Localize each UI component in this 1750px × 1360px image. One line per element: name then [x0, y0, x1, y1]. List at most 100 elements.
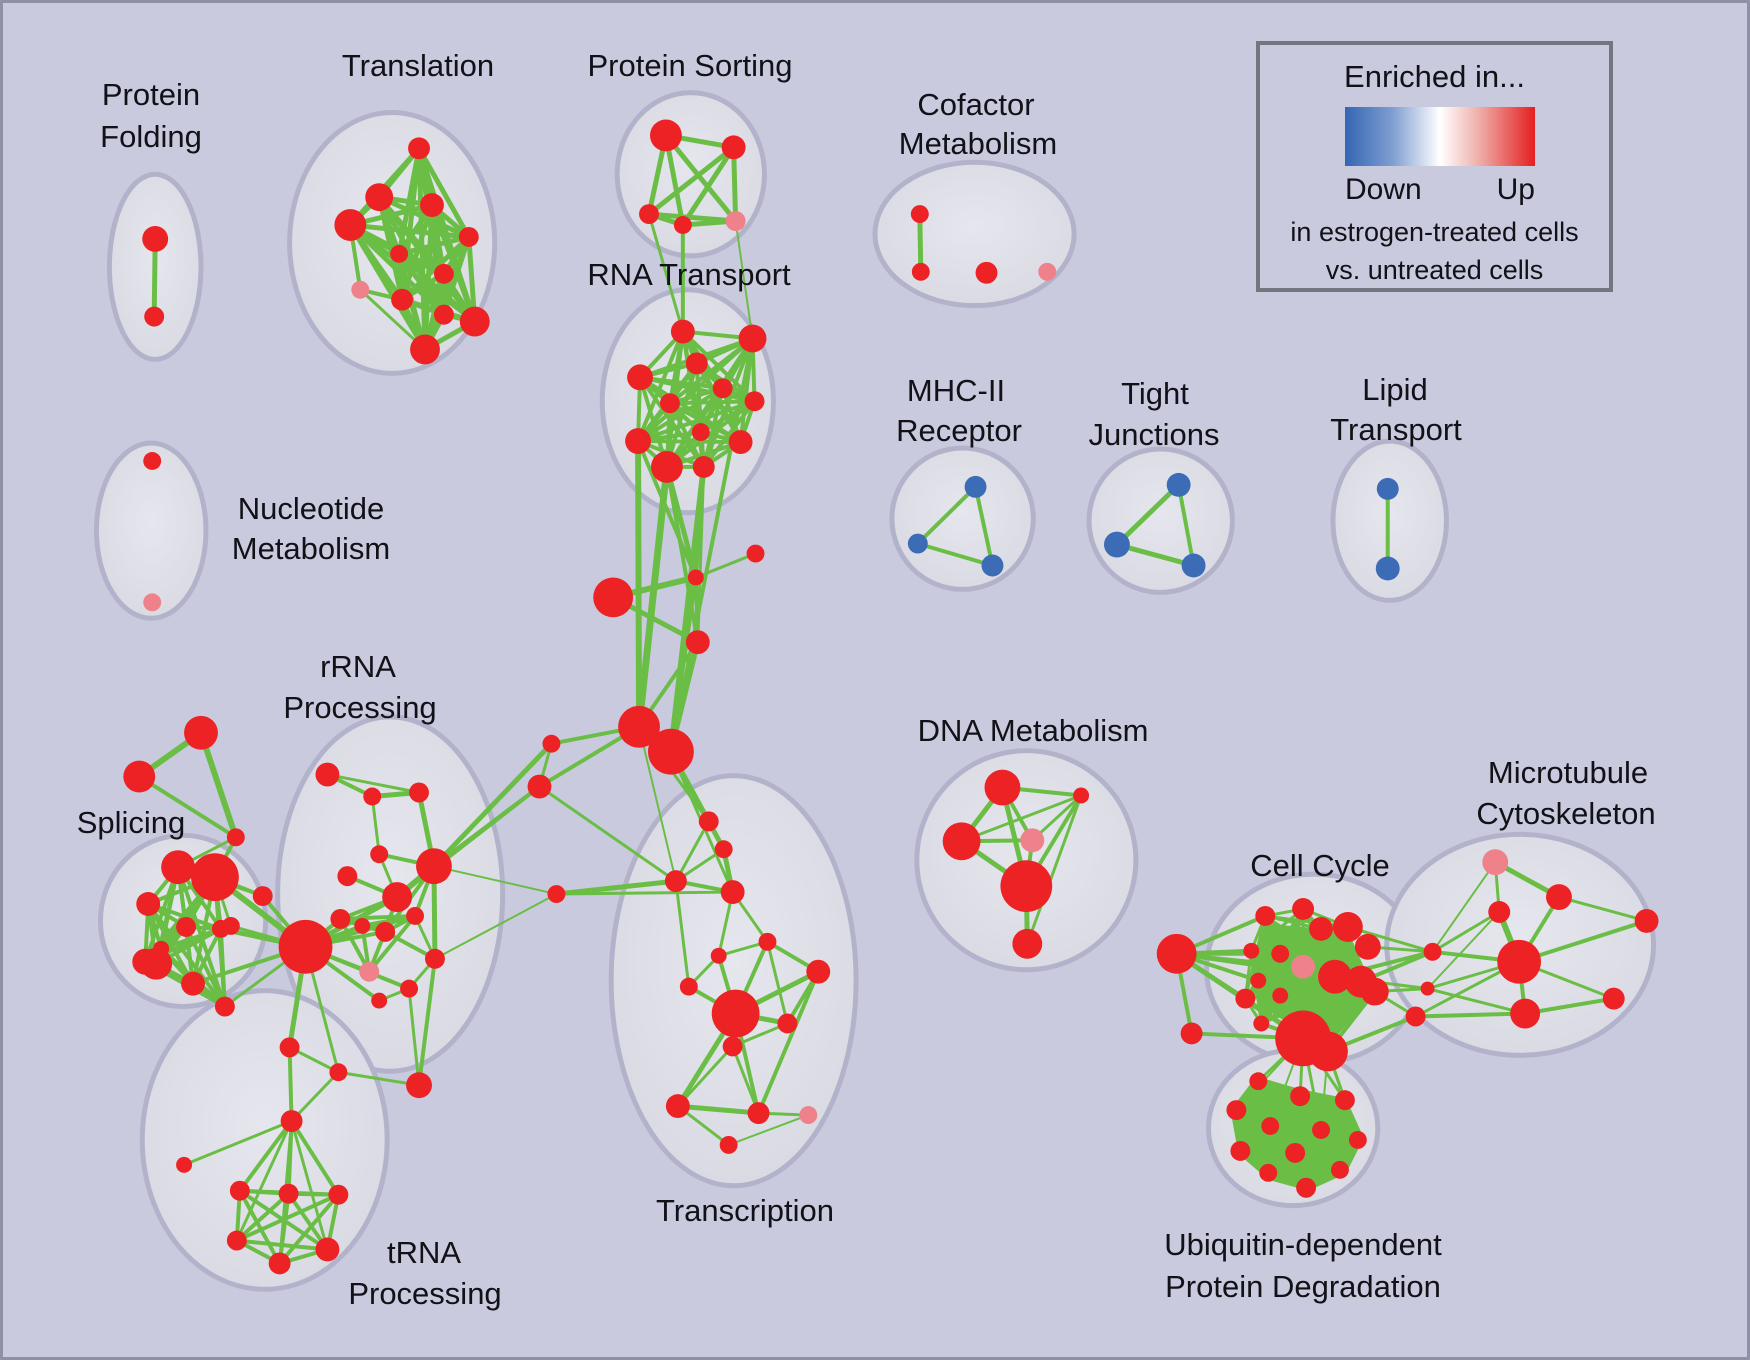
enrichment-edge	[637, 399, 756, 443]
gene-set-node	[1000, 860, 1053, 912]
gene-set-node	[279, 1037, 300, 1058]
cluster-label: Nucleotide	[237, 491, 385, 526]
gene-set-node	[547, 885, 566, 904]
gene-set-node	[328, 1184, 349, 1205]
cluster-ellipse-tight-junctions	[1086, 446, 1235, 595]
enrichment-edge	[973, 486, 995, 566]
gene-set-node	[424, 948, 445, 969]
network-canvas	[93, 90, 1659, 1292]
gene-set-node	[911, 262, 930, 281]
enrichment-edge	[1431, 861, 1497, 953]
enrichment-edge	[238, 1119, 294, 1192]
gene-set-node	[942, 822, 981, 861]
gene-set-node	[390, 244, 409, 263]
gene-set-node	[712, 378, 733, 399]
cluster-label: rRNA	[320, 649, 396, 684]
gene-set-node	[649, 119, 682, 152]
enrichment-edge	[138, 774, 237, 839]
gene-set-node	[593, 577, 634, 618]
gene-set-node	[758, 932, 777, 951]
gene-set-node	[226, 1230, 247, 1251]
legend-down-label: Down	[1345, 173, 1422, 206]
enrichment-edge	[961, 794, 1082, 843]
gene-set-node	[1249, 1072, 1268, 1091]
gene-set-node	[1318, 959, 1352, 994]
enrichment-edge	[1427, 987, 1526, 1015]
enrichment-edge	[638, 439, 741, 445]
cluster-label: Processing	[283, 690, 437, 725]
gene-set-node	[1271, 944, 1290, 963]
gene-set-node	[143, 593, 162, 612]
enrichment-edge	[289, 1119, 341, 1196]
enrichment-edge	[680, 145, 736, 227]
enrichment-edge	[1558, 895, 1647, 923]
enrichment-edge	[218, 928, 227, 1007]
cluster-label: Processing	[348, 1276, 502, 1311]
enrichment-edge	[766, 941, 789, 1024]
gene-set-node	[351, 280, 370, 299]
gene-set-node	[458, 227, 479, 247]
gene-set-node	[410, 334, 440, 365]
gene-set-node	[176, 916, 197, 937]
legend-endpoint-labels: Down Up	[1345, 173, 1535, 207]
gene-set-node	[1309, 916, 1333, 941]
gene-set-node	[1272, 987, 1289, 1004]
cluster-label: Transport	[1330, 412, 1462, 447]
enrichment-edge	[1268, 1168, 1341, 1175]
cluster-label: Translation	[341, 48, 495, 83]
gene-set-node	[176, 1156, 193, 1173]
gene-set-node	[1354, 933, 1381, 960]
enrichment-edge	[416, 147, 471, 239]
enrichment-edge	[1431, 910, 1500, 954]
gene-set-node	[181, 971, 205, 996]
cluster-label: Ubiquitin-dependent	[1164, 1227, 1442, 1262]
gene-set-node	[1291, 954, 1316, 979]
gene-set-node	[1375, 556, 1400, 581]
enrichment-edge	[398, 234, 470, 257]
gene-set-node	[738, 324, 767, 353]
enrichment-edge	[647, 145, 736, 217]
gene-set-node	[1285, 1142, 1306, 1163]
gene-set-node	[1330, 1160, 1349, 1179]
enrichment-edge	[1426, 911, 1500, 990]
enrichment-edge	[238, 1189, 282, 1265]
gene-set-node	[334, 209, 367, 241]
enrichment-edge	[1025, 794, 1083, 945]
gene-set-node	[746, 544, 765, 563]
gene-set-node	[1546, 884, 1572, 910]
legend-caption-line2: vs. untreated cells	[1325, 255, 1544, 285]
gene-set-node	[527, 774, 552, 799]
gene-set-node	[370, 845, 389, 864]
gene-set-node	[1405, 1006, 1426, 1027]
gene-set-node	[382, 882, 413, 912]
enrichment-edge	[397, 252, 477, 324]
gene-set-node	[1334, 1090, 1355, 1111]
gene-set-node	[408, 137, 430, 160]
gene-set-node	[315, 762, 340, 787]
legend-box: Enriched in... Down Up in estrogen-treat…	[1256, 41, 1613, 292]
enrichment-edge	[636, 440, 698, 579]
gene-set-node	[670, 319, 695, 344]
gene-set-node	[692, 455, 715, 478]
gene-set-node	[406, 906, 424, 925]
gene-set-node	[1360, 977, 1389, 1006]
gene-set-node	[280, 1110, 303, 1132]
cluster-label: Transcription	[655, 1193, 835, 1228]
cluster-label: Cytoskeleton	[1476, 796, 1656, 831]
gene-set-node	[161, 850, 196, 885]
gene-set-node	[625, 428, 651, 455]
gene-set-node	[214, 996, 235, 1017]
enrichment-edge	[668, 401, 742, 444]
gene-set-node	[229, 1180, 250, 1201]
cluster-label: Cell Cycle	[1250, 848, 1390, 883]
gene-set-node	[981, 554, 1004, 577]
enrichment-edge	[1176, 484, 1196, 566]
enrichment-edge	[917, 214, 924, 272]
enrichment-edge	[183, 1119, 293, 1167]
enrichment-edge	[235, 1192, 290, 1242]
legend-up-label: Up	[1496, 173, 1535, 206]
gene-set-node	[459, 306, 490, 337]
gene-set-node	[1156, 933, 1197, 974]
enrichment-edge	[677, 1103, 759, 1116]
gene-set-node	[433, 304, 454, 325]
